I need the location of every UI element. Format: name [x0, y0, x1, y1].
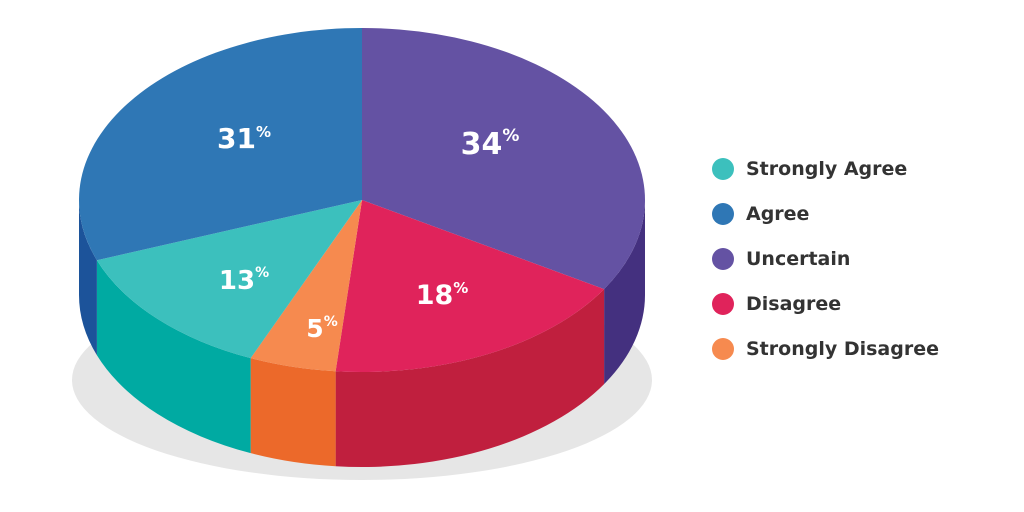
legend-swatch	[712, 247, 734, 270]
slice-label-strongly-disagree: 5%	[306, 314, 337, 343]
legend-label: Uncertain	[746, 247, 851, 270]
legend-swatch	[712, 292, 734, 315]
legend-swatch	[712, 337, 734, 360]
slice-side-strongly-disagree	[250, 358, 336, 467]
slice-side-uncertain	[604, 200, 645, 385]
slice-strongly-disagree	[250, 200, 362, 372]
legend-swatch	[712, 202, 734, 225]
legend-item-uncertain: Uncertain	[712, 236, 939, 281]
slice-side-strongly-agree	[96, 260, 251, 454]
legend-item-disagree: Disagree	[712, 281, 939, 326]
slice-label-disagree: 18%	[416, 279, 469, 311]
legend-item-strongly-agree: Strongly Agree	[712, 146, 939, 191]
slice-labels: 34% 18% 5% 13% 31%	[217, 122, 519, 343]
legend-label: Disagree	[746, 292, 842, 315]
slice-label-agree: 31%	[217, 122, 271, 155]
slice-uncertain	[362, 28, 646, 290]
legend-item-agree: Agree	[712, 191, 939, 236]
pie-slices	[79, 28, 646, 372]
slice-side-agree	[79, 200, 97, 356]
legend: Strongly Agree Agree Uncertain Disagree …	[712, 146, 939, 371]
slice-label-strongly-agree: 13%	[219, 265, 269, 296]
legend-item-strongly-disagree: Strongly Disagree	[712, 326, 939, 371]
slice-disagree	[335, 200, 605, 372]
slice-side-disagree	[335, 289, 605, 468]
legend-label: Strongly Disagree	[746, 337, 939, 360]
legend-label: Strongly Agree	[746, 157, 908, 180]
slice-strongly-agree	[96, 200, 362, 359]
legend-label: Agree	[746, 202, 810, 225]
legend-swatch	[712, 157, 734, 180]
slice-agree	[79, 28, 362, 261]
pie-sides	[79, 200, 645, 468]
slice-label-uncertain: 34%	[461, 126, 520, 162]
